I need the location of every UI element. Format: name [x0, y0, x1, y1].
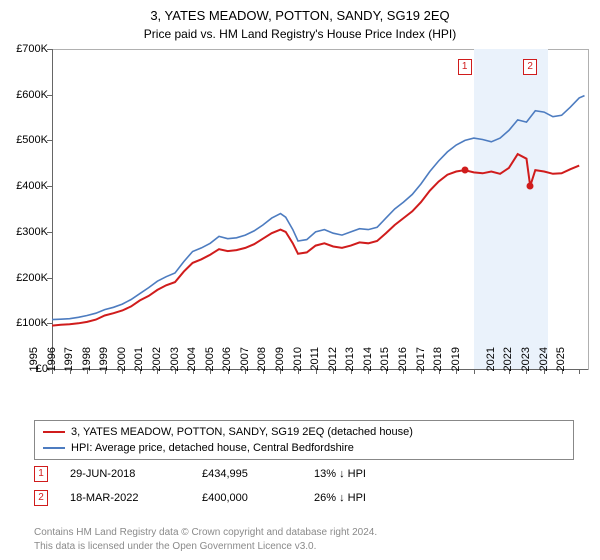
sale-dot: [461, 167, 468, 174]
xtick-mark: [474, 369, 475, 374]
footer: Contains HM Land Registry data © Crown c…: [34, 526, 377, 553]
sale-price: £434,995: [202, 468, 292, 480]
xtick-label: 1996: [46, 347, 58, 377]
sale-date: 18-MAR-2022: [70, 492, 180, 504]
xtick-label: 2018: [432, 347, 444, 377]
footer-line2: This data is licensed under the Open Gov…: [34, 540, 377, 554]
xtick-label: 2008: [256, 347, 268, 377]
xtick-label: 2001: [133, 347, 145, 377]
xtick-label: 2002: [151, 347, 163, 377]
chart-subtitle: Price paid vs. HM Land Registry's House …: [0, 23, 600, 43]
plot-lines: [52, 49, 588, 369]
ytick-label: £700K: [16, 43, 48, 55]
xtick-label: 1999: [98, 347, 110, 377]
xtick-label: 2024: [538, 347, 550, 377]
xtick-label: 1998: [81, 347, 93, 377]
sale-dot: [527, 183, 534, 190]
xtick-label: 1997: [63, 347, 75, 377]
xtick-label: 2023: [520, 347, 532, 377]
chart-area: £0£100K£200K£300K£400K£500K£600K£700K 19…: [0, 43, 600, 413]
legend-swatch: [43, 431, 65, 433]
chart-title: 3, YATES MEADOW, POTTON, SANDY, SG19 2EQ: [0, 0, 600, 23]
xtick-label: 2012: [327, 347, 339, 377]
ytick-label: £400K: [16, 180, 48, 192]
xtick-label: 2007: [239, 347, 251, 377]
series-hpi: [52, 96, 585, 320]
xtick-label: 2015: [379, 347, 391, 377]
legend-swatch: [43, 447, 65, 449]
sale-marker: 2: [523, 59, 537, 75]
xtick-label: 2019: [450, 347, 462, 377]
xtick-label: 2014: [362, 347, 374, 377]
xtick-label: 2004: [186, 347, 198, 377]
xtick-label: 2011: [309, 347, 321, 377]
xtick-label: 2025: [555, 347, 567, 377]
xtick-label: 2016: [397, 347, 409, 377]
legend-item: 3, YATES MEADOW, POTTON, SANDY, SG19 2EQ…: [43, 424, 565, 440]
ytick-label: £500K: [16, 134, 48, 146]
sale-price: £400,000: [202, 492, 292, 504]
xtick-label: 2017: [415, 347, 427, 377]
sale-row: 2 18-MAR-2022 £400,000 26% ↓ HPI: [34, 490, 574, 506]
sale-row-marker: 1: [34, 466, 48, 482]
sale-date: 29-JUN-2018: [70, 468, 180, 480]
xtick-label: 2006: [221, 347, 233, 377]
sale-marker: 1: [458, 59, 472, 75]
legend-label: HPI: Average price, detached house, Cent…: [71, 442, 354, 454]
ytick-label: £100K: [16, 317, 48, 329]
xtick-label: 1995: [28, 347, 40, 377]
xtick-label: 2005: [204, 347, 216, 377]
ytick-label: £600K: [16, 89, 48, 101]
legend: 3, YATES MEADOW, POTTON, SANDY, SG19 2EQ…: [34, 420, 574, 460]
sale-diff: 13% ↓ HPI: [314, 468, 404, 480]
ytick-label: £200K: [16, 272, 48, 284]
xtick-label: 2021: [485, 347, 497, 377]
xtick-label: 2003: [169, 347, 181, 377]
xtick-label: 2022: [502, 347, 514, 377]
xtick-label: 2013: [344, 347, 356, 377]
legend-label: 3, YATES MEADOW, POTTON, SANDY, SG19 2EQ…: [71, 426, 413, 438]
sale-row-marker: 2: [34, 490, 48, 506]
ytick-label: £300K: [16, 226, 48, 238]
xtick-label: 2000: [116, 347, 128, 377]
sale-diff: 26% ↓ HPI: [314, 492, 404, 504]
footer-line1: Contains HM Land Registry data © Crown c…: [34, 526, 377, 540]
legend-item: HPI: Average price, detached house, Cent…: [43, 440, 565, 456]
xtick-label: 2009: [274, 347, 286, 377]
xtick-mark: [579, 369, 580, 374]
xtick-label: 2010: [292, 347, 304, 377]
sale-row: 1 29-JUN-2018 £434,995 13% ↓ HPI: [34, 466, 574, 482]
